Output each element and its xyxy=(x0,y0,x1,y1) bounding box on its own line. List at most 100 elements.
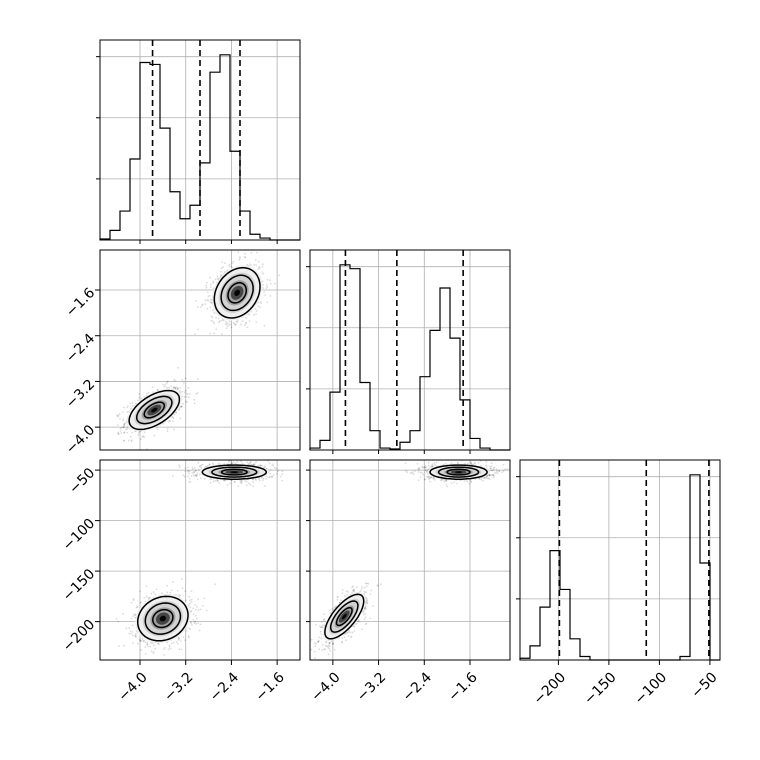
sample-point xyxy=(351,592,353,594)
sample-point xyxy=(171,420,174,422)
sample-point xyxy=(202,605,204,607)
sample-point xyxy=(266,301,269,304)
sample-point xyxy=(274,282,276,285)
sample-point xyxy=(330,640,333,643)
sample-point xyxy=(173,378,176,381)
sample-point xyxy=(340,599,342,602)
sample-point xyxy=(313,650,316,653)
sample-point xyxy=(414,470,417,472)
sample-point xyxy=(363,592,366,595)
sample-point xyxy=(238,256,241,258)
sample-point xyxy=(130,617,133,620)
sample-point xyxy=(125,428,127,431)
sample-point xyxy=(204,303,207,306)
sample-point xyxy=(145,585,148,587)
sample-point xyxy=(144,646,147,648)
sample-point xyxy=(126,406,128,409)
sample-point xyxy=(188,480,190,483)
sample-point xyxy=(196,306,199,308)
sample-point xyxy=(271,463,274,466)
sample-point xyxy=(167,420,170,423)
sample-point xyxy=(190,598,193,601)
sample-point xyxy=(153,434,156,437)
panel-contents xyxy=(115,460,284,656)
sample-point xyxy=(236,319,239,322)
sample-point xyxy=(185,629,188,632)
sample-point xyxy=(201,303,203,306)
sample-point xyxy=(209,482,212,484)
sample-point xyxy=(226,463,229,465)
sample-point xyxy=(266,286,269,288)
sample-point xyxy=(261,280,264,283)
contour-line xyxy=(201,464,268,480)
sample-point xyxy=(123,424,126,427)
sample-point xyxy=(232,321,235,324)
sample-point xyxy=(138,393,141,395)
sample-point xyxy=(485,476,487,479)
sample-point xyxy=(263,291,265,294)
sample-point xyxy=(226,484,229,486)
sample-point xyxy=(140,648,143,651)
sample-point xyxy=(230,326,233,329)
sample-point xyxy=(127,405,129,407)
sample-point xyxy=(131,624,134,627)
sample-point xyxy=(440,478,443,481)
sample-point xyxy=(119,427,122,430)
sample-point xyxy=(269,295,272,297)
sample-point xyxy=(214,583,217,585)
sample-point xyxy=(187,636,190,639)
sample-point xyxy=(250,264,252,267)
sample-point xyxy=(206,307,209,310)
sample-point xyxy=(123,425,125,428)
sample-point xyxy=(249,460,252,463)
histogram-steps xyxy=(99,54,300,241)
sample-point xyxy=(140,640,142,642)
sample-point xyxy=(488,478,491,481)
sample-point xyxy=(241,320,244,323)
sample-point xyxy=(195,474,197,477)
sample-point xyxy=(187,470,190,473)
sample-point xyxy=(277,470,279,473)
sample-point xyxy=(272,474,275,477)
sample-point xyxy=(244,324,246,326)
sample-point xyxy=(193,622,196,625)
sample-point xyxy=(258,267,261,270)
sample-point xyxy=(364,608,367,611)
sample-point xyxy=(321,644,324,646)
sample-point xyxy=(175,593,177,596)
sample-point xyxy=(426,468,429,471)
sample-point xyxy=(419,476,422,479)
sample-point xyxy=(353,589,355,592)
sample-point xyxy=(199,608,202,611)
sample-point xyxy=(134,634,137,637)
sample-point xyxy=(203,597,206,600)
sample-point xyxy=(209,306,212,309)
sample-point xyxy=(445,479,447,482)
sample-point xyxy=(325,640,328,643)
sample-point xyxy=(196,605,198,608)
sample-point xyxy=(152,391,155,393)
sample-point xyxy=(424,469,427,471)
sample-point xyxy=(269,468,272,471)
sample-point xyxy=(187,635,190,638)
sample-point xyxy=(152,591,155,594)
sample-point xyxy=(176,388,179,390)
sample-point xyxy=(245,484,248,487)
sample-point xyxy=(353,590,356,593)
sample-point xyxy=(171,581,174,583)
density-level xyxy=(341,613,347,620)
sample-point xyxy=(149,645,152,648)
sample-point xyxy=(168,645,171,648)
sample-point xyxy=(352,589,354,592)
sample-point xyxy=(130,633,132,635)
sample-point xyxy=(346,631,349,634)
sample-point xyxy=(209,294,211,297)
sample-point xyxy=(204,299,207,302)
sample-point xyxy=(352,585,354,588)
sample-point xyxy=(141,435,144,438)
sample-point xyxy=(450,482,453,484)
sample-point xyxy=(172,417,175,420)
sample-point xyxy=(440,479,442,482)
sample-point xyxy=(143,436,146,439)
sample-point xyxy=(365,622,368,625)
